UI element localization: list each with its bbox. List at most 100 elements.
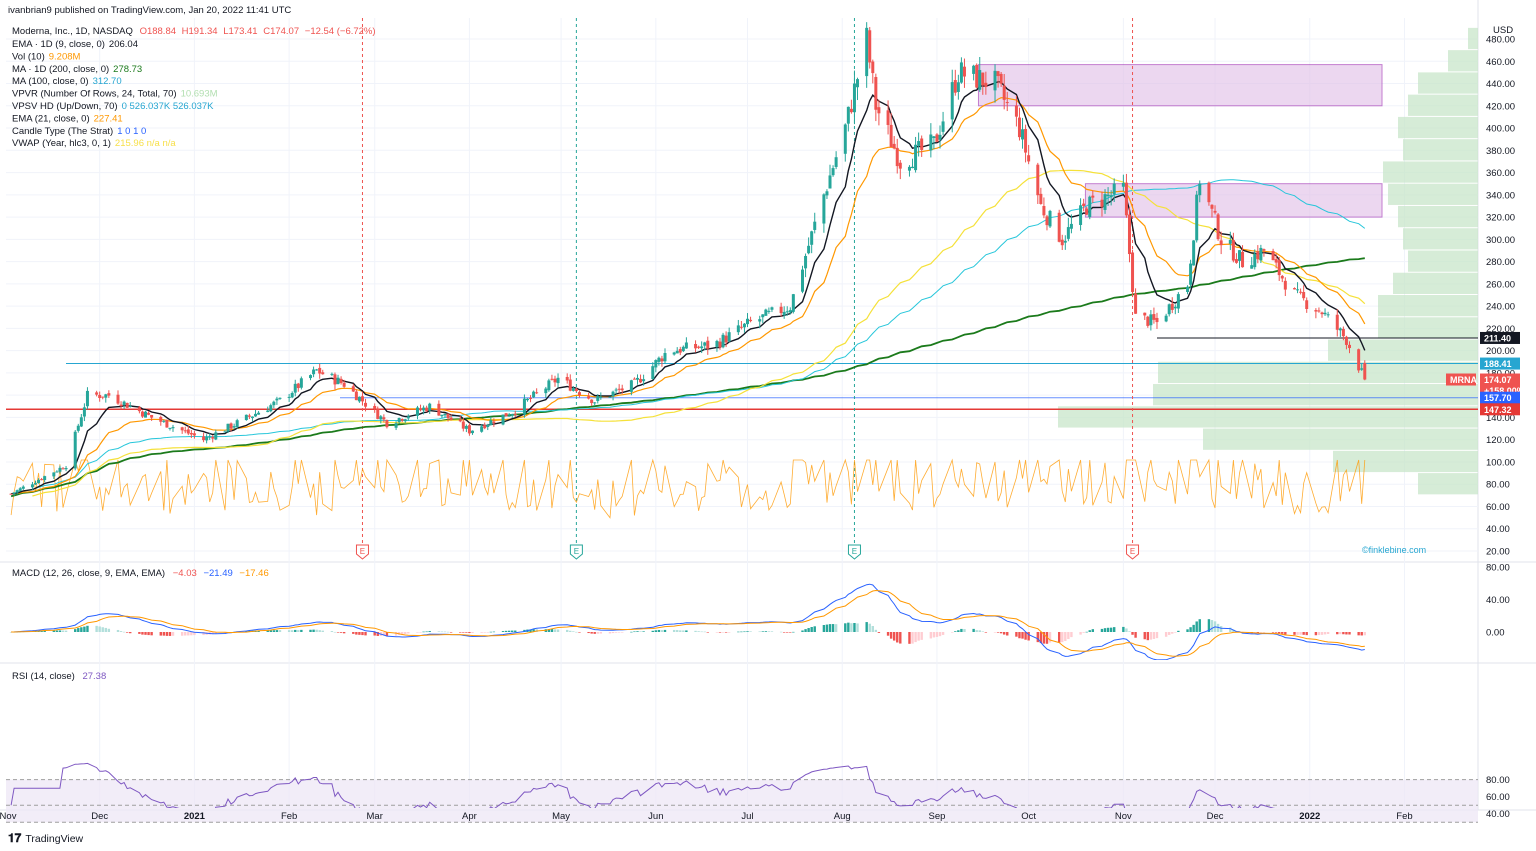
footer-brand[interactable]: 𝟏𝟕 TradingView [8,831,83,846]
macd-histogram-bar [61,630,65,632]
indicator-name: MA · 1D (200, close, 0) [12,64,109,75]
candle-body [1164,315,1168,322]
macd-histogram-bar [706,632,709,633]
macd-histogram-bar [654,630,658,632]
macd-histogram-bar [932,632,936,638]
macd-histogram-bar [1002,632,1006,635]
macd-histogram-bar [1207,619,1211,632]
indicator-legend-row[interactable]: Vol (10) 9.208M [12,51,81,62]
candle-body [962,66,966,77]
price-tick: 460.00 [1486,57,1515,68]
indicator-legend-row[interactable]: VPVR (Number Of Rows, 24, Total, 70) 10.6… [12,89,218,100]
candle-body [1228,240,1232,244]
macd-histogram-bar [911,632,914,644]
candle-body [843,124,847,154]
macd-histogram-bar [1067,632,1070,640]
macd-histogram-bar [874,629,878,632]
macd-histogram-bar [165,632,169,636]
macd-histogram-bar [1345,632,1348,635]
candle-body [461,421,465,429]
macd-histogram-bar [1103,628,1107,632]
candle-body [85,390,89,407]
macd-tick: 80.00 [1486,563,1510,574]
price-tick: 400.00 [1486,124,1515,135]
indicator-legend[interactable]: EMA · 1D (9, close, 0) 206.04 Vol (10) 9.20… [12,39,218,149]
candle-body [1237,250,1241,261]
macd-histogram-bar [550,628,554,632]
volume-profile [1058,27,1478,495]
rsi-legend[interactable]: RSI (14, close) 27.38 [12,671,106,682]
candle-body [788,310,792,313]
candle-body [556,377,560,384]
macd-histogram-bar [300,629,303,632]
candle-body [1280,275,1284,279]
candle-body [651,366,655,380]
indicator-legend-row[interactable]: VPSV HD (Up/Down, 70) 0 526.037K 526.037K [12,101,214,112]
time-tick: Aug [834,811,851,822]
macd-histogram-bar [440,631,444,633]
candle-body [868,30,872,63]
ema21-line [11,97,1366,495]
macd-histogram-bar [617,632,621,633]
macd-histogram-bar [511,630,514,632]
macd-histogram-bar [278,630,282,632]
candle-body [1155,317,1159,323]
macd-histogram-bar [957,630,960,632]
macd-histogram-bar [64,630,68,632]
candle-body [911,166,915,169]
macd-histogram-bar [333,631,337,633]
macd-histogram-bar [569,630,572,632]
candle-body [360,396,364,402]
candle-body [632,378,636,380]
macd-histogram-bar [746,631,749,632]
macd-histogram-bar [856,623,859,632]
candle-body [1271,251,1275,261]
indicator-legend-row[interactable]: VWAP (Year, hlc3, 0, 1) 215.96 n/a n/a [12,138,176,149]
macd-histogram-bar [1192,624,1195,632]
candle-body [266,410,270,413]
macd-histogram-bar [1042,632,1046,644]
symbol-legend[interactable]: Moderna, Inc., 1D, NASDAQ O188.84 H191.3… [12,26,376,37]
indicator-legend-row[interactable]: MA (100, close, 0) 312.70 [12,76,122,87]
candle-body [1259,247,1263,261]
price-label: 188.41 [1484,359,1512,369]
macd-histogram-bar [449,632,453,633]
macd-legend[interactable]: MACD (12, 26, close, 9, EMA, EMA) −4.03 … [12,568,269,579]
candle-body [1344,336,1348,345]
ohlc-open: O188.84 [140,26,176,37]
candle-body [856,79,860,88]
candle-body [137,407,141,412]
macd-histogram-bar [492,631,496,633]
macd-histogram-bar [1302,632,1305,635]
indicator-name: VPSV HD (Up/Down, 70) [12,101,118,112]
macd-histogram-bar [761,631,764,632]
candle-body [437,403,441,416]
candle-body [846,106,850,124]
macd-histogram-bar [358,632,361,635]
earnings-marker-shape [355,544,369,560]
macd-histogram-bar [129,632,132,634]
macd-histogram-bar [1317,632,1321,636]
indicator-value: 278.73 [113,64,142,75]
macd-histogram-bar [184,632,187,636]
indicator-legend-row[interactable]: MA · 1D (200, close, 0) 278.73 [12,64,142,75]
macd-histogram-bar [978,630,981,632]
macd-histogram-bar [394,632,398,636]
indicator-legend-row[interactable]: EMA (21, close, 0) 227.41 [12,113,123,124]
candle-body [162,420,166,422]
macd-line [11,583,1365,660]
macd-histogram-bar [630,631,633,633]
candle-body [956,82,960,92]
candle-body [425,407,429,412]
candle-body [189,432,193,435]
candle-body [144,411,148,418]
candle-body [1219,240,1223,246]
candle-body [147,412,151,415]
indicator-legend-row[interactable]: EMA · 1D (9, close, 0) 206.04 [12,39,138,50]
macd-histogram-bar [828,624,832,632]
indicator-legend-row[interactable]: Candle Type (The Strat) 1 0 1 0 [12,126,146,137]
volume-profile-bar [1328,339,1478,361]
macd-histogram-bar [1027,632,1030,641]
candle-body [1082,203,1086,207]
